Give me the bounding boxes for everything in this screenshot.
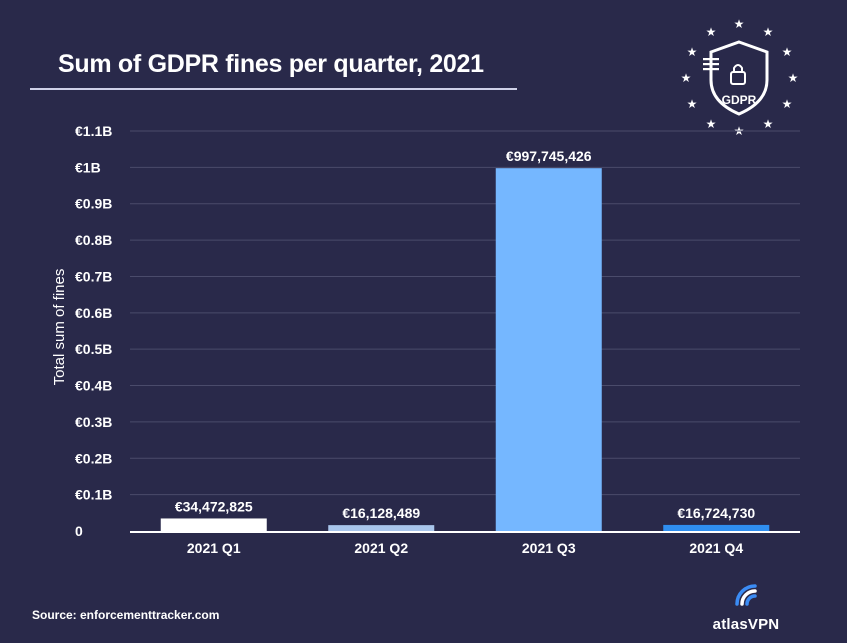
svg-text:★: ★ (782, 97, 793, 111)
x-tick-label: 2021 Q1 (187, 540, 241, 556)
atlasvpn-signal-icon (735, 584, 757, 606)
y-axis-ticks: 0 €0.1B €0.2B €0.3B €0.4B €0.5B €0.6B €0.7B €0.8… (75, 123, 112, 539)
y-tick-label: €0.7B (75, 268, 112, 284)
y-tick-label: €0.8B (75, 232, 112, 248)
y-tick-label: €0.1B (75, 487, 112, 503)
bars (160, 168, 770, 532)
bar (663, 524, 770, 531)
y-tick-label: €0.4B (75, 378, 112, 394)
eu-stars-icon: ★ ★ ★ ★ ★ ★ ★ ★ ★ ★ ★ ★ (681, 17, 799, 136)
title-underline (30, 88, 517, 90)
y-tick-label: €0.5B (75, 341, 112, 357)
gridlines (130, 130, 800, 496)
svg-text:★: ★ (687, 45, 698, 59)
bar (495, 168, 602, 532)
gdpr-logo-icon: ★ ★ ★ ★ ★ ★ ★ ★ ★ ★ ★ ★ GDPR (681, 17, 799, 136)
bar (328, 525, 435, 531)
y-tick-label: 0 (75, 523, 83, 539)
svg-text:★: ★ (734, 124, 745, 136)
x-axis-ticks: 2021 Q1 2021 Q2 2021 Q3 2021 Q4 (187, 540, 743, 556)
value-label: €997,745,426 (506, 148, 592, 164)
y-tick-label: €1B (75, 159, 101, 175)
svg-text:★: ★ (763, 117, 774, 131)
y-tick-label: €0.9B (75, 196, 112, 212)
bar-chart: 0 €0.1B €0.2B €0.3B €0.4B €0.5B €0.6B €0.7B €0.8… (51, 123, 800, 556)
svg-text:★: ★ (706, 117, 717, 131)
value-label: €34,472,825 (175, 498, 253, 514)
brand-name: atlasVPN (712, 616, 780, 633)
chart-title: Sum of GDPR fines per quarter, 2021 (58, 50, 484, 78)
bar (160, 518, 267, 531)
svg-text:★: ★ (706, 25, 717, 39)
svg-text:★: ★ (681, 71, 692, 85)
y-tick-label: €0.2B (75, 450, 112, 466)
svg-text:★: ★ (788, 71, 799, 85)
value-labels: €34,472,825 €16,128,489 €997,745,426 €16,72… (175, 148, 756, 521)
gdpr-logo-text: GDPR (722, 93, 757, 107)
atlasvpn-brand: atlasVPN (706, 582, 786, 633)
value-label: €16,724,730 (677, 505, 755, 521)
x-tick-label: 2021 Q3 (522, 540, 576, 556)
svg-text:★: ★ (734, 17, 745, 31)
y-tick-label: €1.1B (75, 123, 112, 139)
svg-text:★: ★ (687, 97, 698, 111)
y-tick-label: €0.3B (75, 414, 112, 430)
y-tick-label: €0.6B (75, 305, 112, 321)
y-axis-label: Total sum of fines (51, 269, 68, 386)
source-note: Source: enforcementtracker.com (32, 608, 220, 622)
value-label: €16,128,489 (342, 505, 420, 521)
x-tick-label: 2021 Q2 (354, 540, 408, 556)
svg-text:★: ★ (763, 25, 774, 39)
x-tick-label: 2021 Q4 (689, 540, 743, 556)
svg-text:★: ★ (782, 45, 793, 59)
